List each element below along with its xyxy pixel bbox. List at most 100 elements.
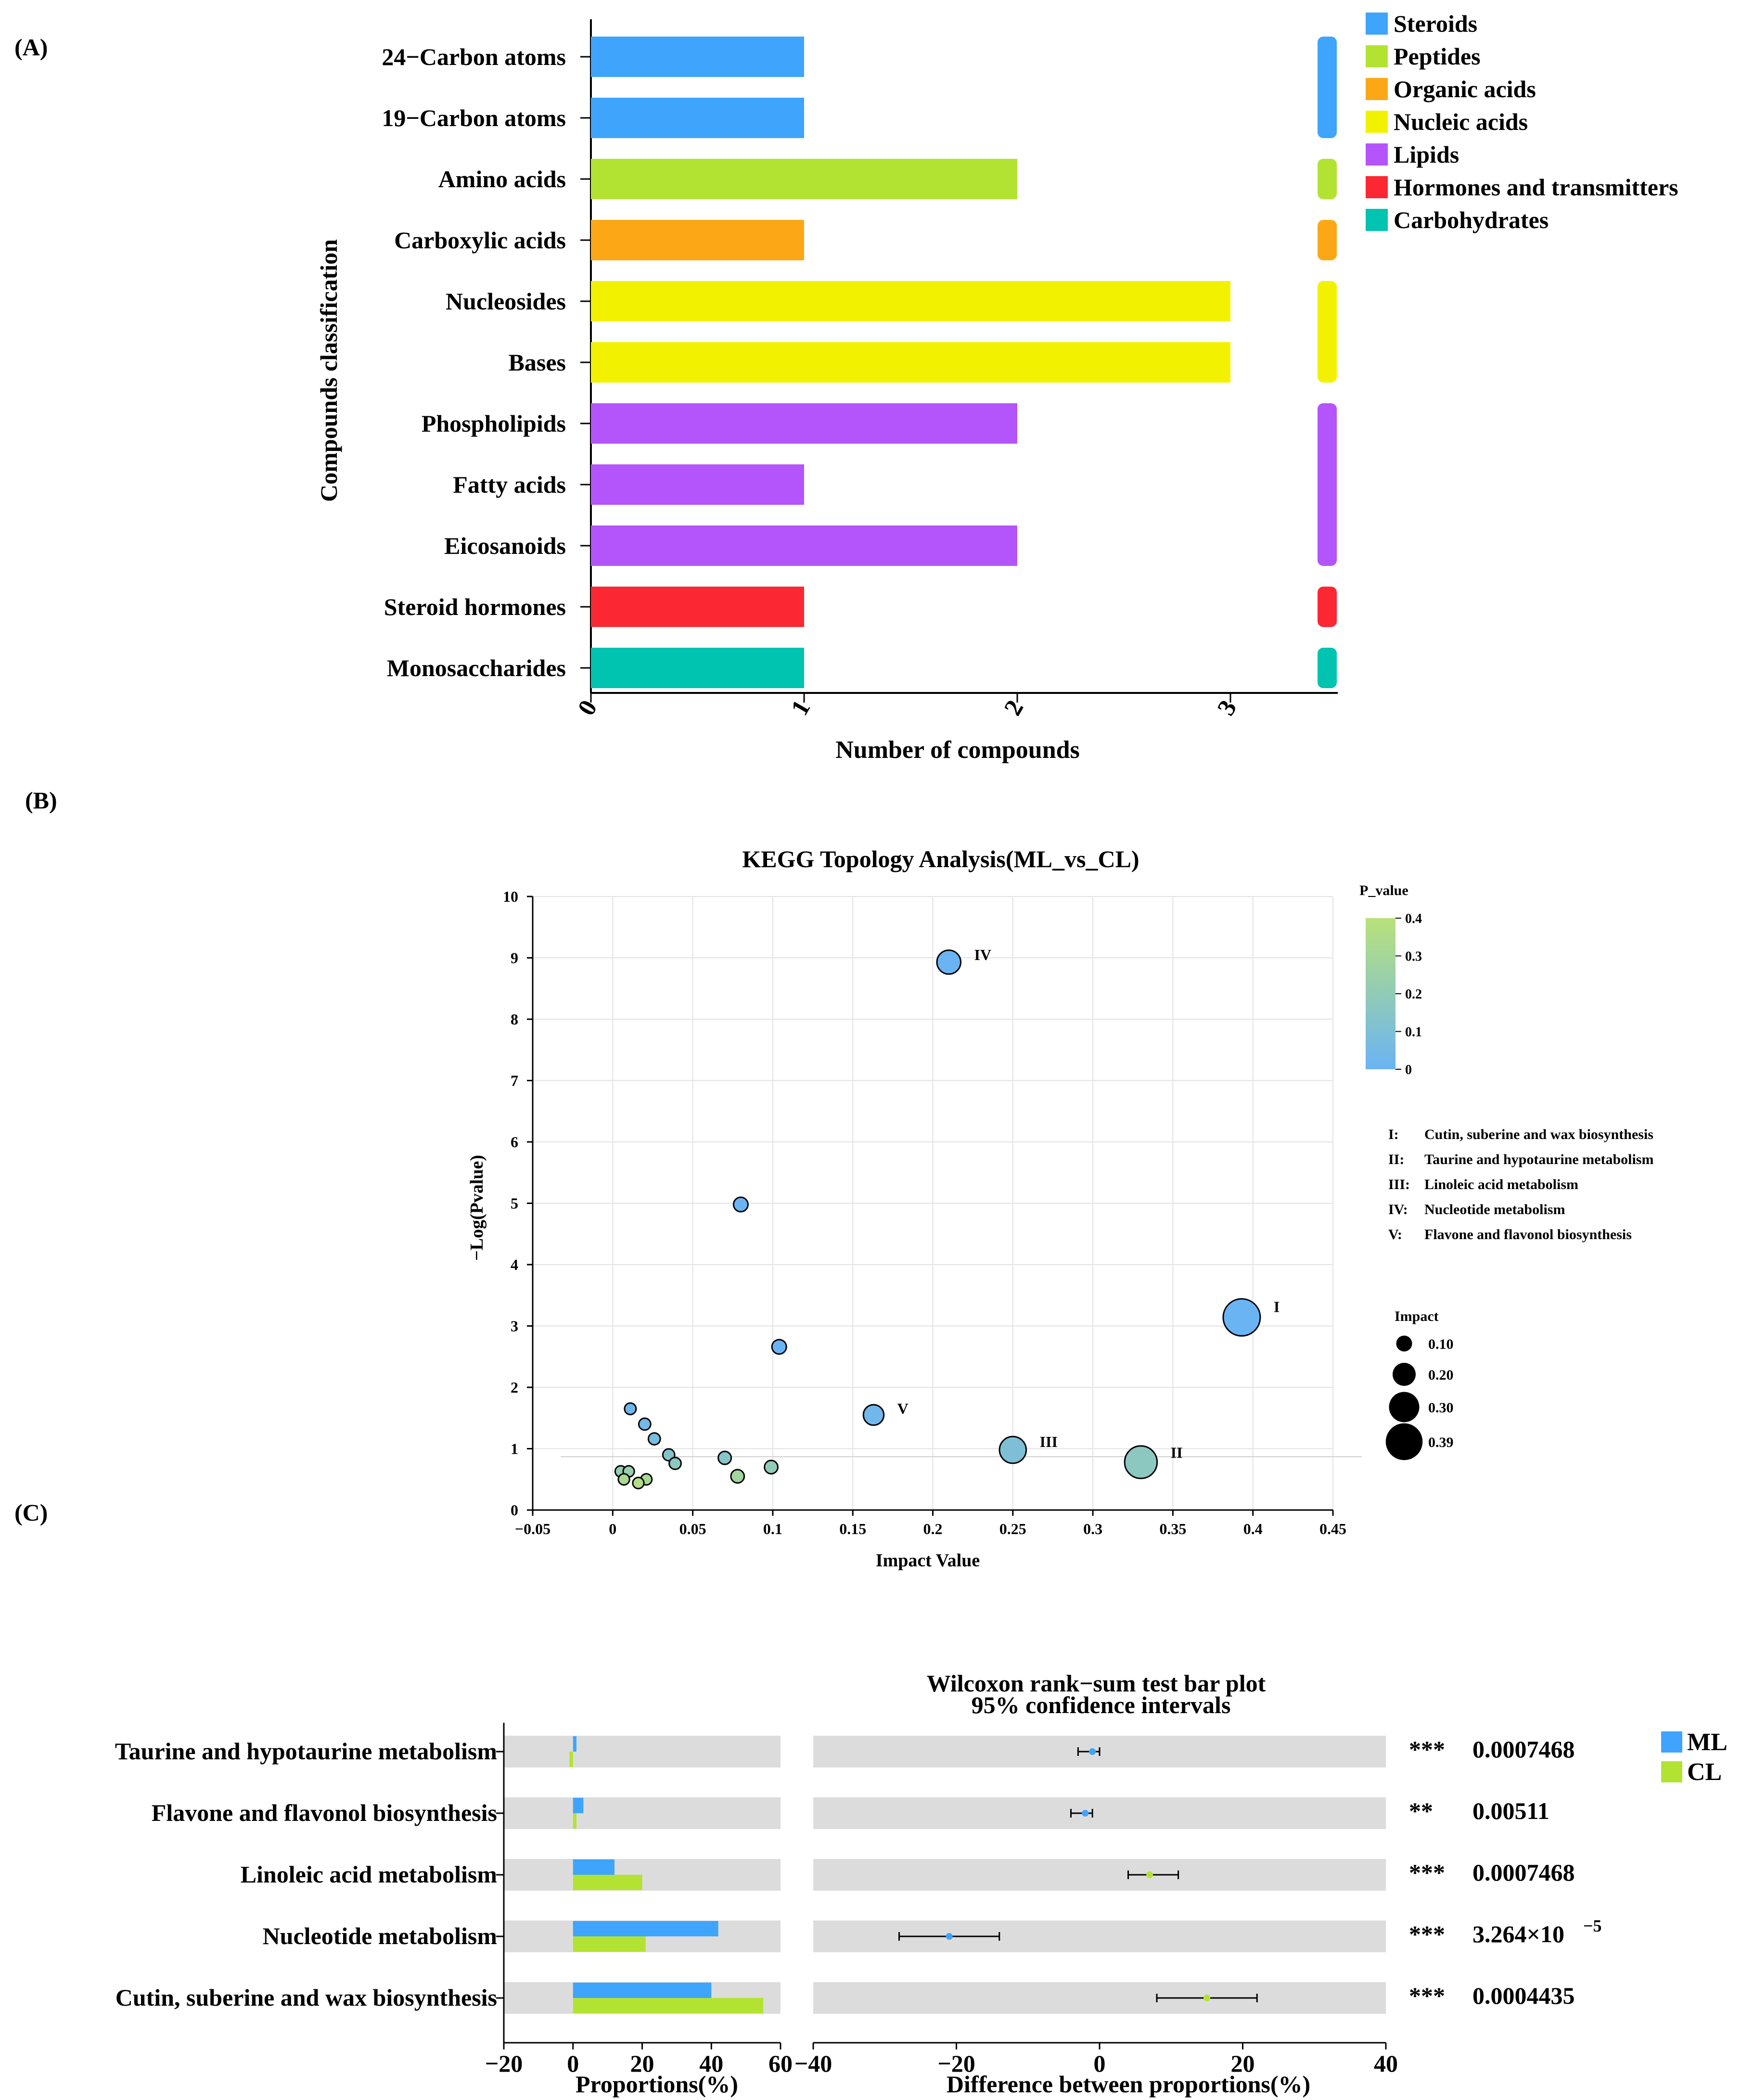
panel-b-pathway-text: Cutin, suberine and wax biosynthesis — [1424, 1127, 1653, 1142]
panel-c-cl-bar — [573, 1998, 764, 2013]
panel-a-legend-label: Steroids — [1394, 10, 1477, 37]
panel-c-wilcoxon: Wilcoxon rank−sum test bar plot 95% conf… — [115, 1670, 1728, 2098]
panel-c-significance: *** — [1409, 1736, 1445, 1763]
panel-b-colorbar-tick-label: 0.3 — [1405, 949, 1422, 964]
panel-c-pvalue-exponent: −5 — [1583, 1916, 1602, 1935]
panel-c-diff-point — [1082, 1810, 1089, 1817]
panel-c-left-x-tick-label: 20 — [630, 2050, 654, 2077]
panel-c-left-xlabel: Proportions(%) — [576, 2071, 738, 2098]
panel-b-size-legend-label: 0.30 — [1428, 1400, 1454, 1416]
panel-c-right-x-tick-label: 0 — [1094, 2050, 1106, 2077]
panel-b-x-tick-label: 0.3 — [1083, 1520, 1102, 1537]
panel-b-size-legend-dot — [1393, 1363, 1416, 1386]
panel-a-bar — [591, 159, 1017, 199]
panel-c-category-label: Linoleic acid metabolism — [241, 1861, 497, 1888]
panel-b-pathway-roman: III: — [1388, 1177, 1410, 1192]
panel-a-legend-label: Carbohydrates — [1394, 206, 1549, 233]
panel-a-bar — [591, 220, 804, 260]
panel-b-pathway-roman: I: — [1388, 1127, 1399, 1142]
panel-c-ml-bar — [573, 1859, 614, 1875]
panel-c-left-band — [504, 1797, 781, 1829]
panel-b-x-tick-label: 0.25 — [999, 1520, 1026, 1537]
panel-c-diff-point — [946, 1933, 953, 1940]
panel-c-legend-swatch — [1661, 1731, 1682, 1753]
panel-c-right-x-tick-label: 40 — [1374, 2050, 1398, 2077]
panel-b-x-tick-label: 0.1 — [763, 1520, 782, 1537]
panel-c-left-x-tick-label: 0 — [567, 2050, 579, 2077]
panel-b-point-label: II — [1171, 1444, 1183, 1461]
panel-a-legend-swatch — [1366, 176, 1388, 198]
panel-b-x-tick-label: 0.05 — [679, 1520, 706, 1537]
panel-c-ml-bar — [573, 1736, 576, 1752]
panel-b-colorbar-tick-label: 0.4 — [1405, 911, 1422, 926]
panel-b-x-tick-label: 0.35 — [1159, 1520, 1186, 1537]
panel-a-group-strip — [1318, 648, 1337, 688]
panel-c-significance: ** — [1409, 1797, 1433, 1824]
panel-c-cl-bar — [573, 1813, 576, 1829]
panel-a-category-label: 19−Carbon atoms — [382, 104, 566, 131]
panel-b-y-tick-label: 8 — [511, 1011, 518, 1028]
panel-a-legend-label: Peptides — [1394, 43, 1481, 70]
panel-c-significance: *** — [1409, 1859, 1445, 1886]
panel-b-point-label: I — [1274, 1298, 1280, 1315]
panel-b-point-label: V — [897, 1400, 909, 1417]
panel-c-left-x-tick-label: 40 — [699, 2050, 723, 2077]
panel-a-group-strip — [1318, 220, 1337, 260]
panel-a-bar — [591, 648, 804, 688]
panel-a-x-tick-label: 0 — [573, 696, 602, 720]
panel-a-group-strip — [1318, 159, 1337, 199]
panel-c-cl-bar — [573, 1936, 646, 1952]
panel-b-colorbar-tick-label: 0 — [1405, 1063, 1412, 1077]
panel-c-category-label: Flavone and flavonol biosynthesis — [152, 1799, 497, 1826]
panel-b-point — [717, 1450, 732, 1465]
panel-b-y-tick-label: 7 — [511, 1072, 518, 1089]
panel-a-bar-chart: Compounds classification Number of compo… — [315, 10, 1678, 764]
panel-b-x-tick-label: −0.05 — [515, 1520, 550, 1537]
size-legend-title: Impact — [1395, 1308, 1439, 1324]
panel-b-point — [647, 1432, 661, 1446]
panel-b-point — [624, 1402, 637, 1416]
panel-a-category-label: Carboxylic acids — [394, 227, 566, 254]
panel-c-category-label: Taurine and hypotaurine metabolism — [115, 1738, 497, 1765]
panel-a-group-strip — [1318, 587, 1337, 627]
panel-a-category-label: Amino acids — [438, 166, 566, 192]
panel-a-legend-swatch — [1366, 143, 1388, 166]
panel-c-ml-bar — [573, 1798, 584, 1813]
panel-c-legend-swatch — [1661, 1761, 1682, 1782]
panel-c-right-band — [813, 1797, 1386, 1829]
panel-a-legend-label: Hormones and transmitters — [1394, 174, 1678, 201]
panel-b-size-legend-label: 0.39 — [1428, 1434, 1454, 1450]
panel-c-left-x-tick-label: −20 — [485, 2050, 523, 2077]
panel-b-y-tick-label: 9 — [511, 949, 518, 967]
panel-c-ml-bar — [573, 1983, 712, 1998]
panel-a-x-tick-label: 3 — [1212, 696, 1242, 720]
panel-c-title: Wilcoxon rank−sum test bar plot — [927, 1670, 1266, 1697]
panel-a-x-tick-label: 1 — [786, 696, 816, 720]
panel-b-pathway-roman: II: — [1388, 1152, 1404, 1167]
panel-a-legend-swatch — [1366, 209, 1388, 231]
panel-b-scatter: KEGG Topology Analysis(ML_vs_CL) Impact … — [467, 845, 1653, 1571]
panel-b-x-tick-label: 0.45 — [1319, 1520, 1346, 1537]
panel-a-bar — [591, 587, 804, 627]
panel-b-pathway-text: Flavone and flavonol biosynthesis — [1424, 1227, 1632, 1242]
panel-a-bar — [591, 525, 1017, 566]
panel-a-category-label: Bases — [509, 349, 566, 376]
panel-c-category-label: Cutin, suberine and wax biosynthesis — [115, 1984, 497, 2011]
panel-a-bar — [591, 98, 804, 138]
panel-b-pathway-roman: V: — [1388, 1227, 1402, 1242]
panel-a-legend-swatch — [1366, 13, 1388, 35]
panel-c-legend-label: CL — [1687, 1758, 1722, 1786]
panel-a-category-label: Monosaccharides — [387, 654, 566, 681]
panel-c-right-band — [813, 1982, 1386, 2014]
panel-a-bar — [591, 403, 1017, 444]
panel-c-right-x-tick-label: 20 — [1231, 2050, 1255, 2077]
panel-b-point — [999, 1435, 1027, 1464]
panel-b-x-tick-label: 0 — [609, 1520, 616, 1537]
panel-c-diff-point — [1146, 1871, 1153, 1878]
panel-a-category-label: Fatty acids — [453, 471, 566, 498]
panel-c-right-x-tick-label: −20 — [937, 2050, 975, 2077]
panel-b-colorbar-tick-label: 0.1 — [1405, 1025, 1422, 1040]
panel-a-group-strip — [1318, 37, 1337, 138]
panel-a-ylabel: Compounds classification — [315, 239, 342, 502]
